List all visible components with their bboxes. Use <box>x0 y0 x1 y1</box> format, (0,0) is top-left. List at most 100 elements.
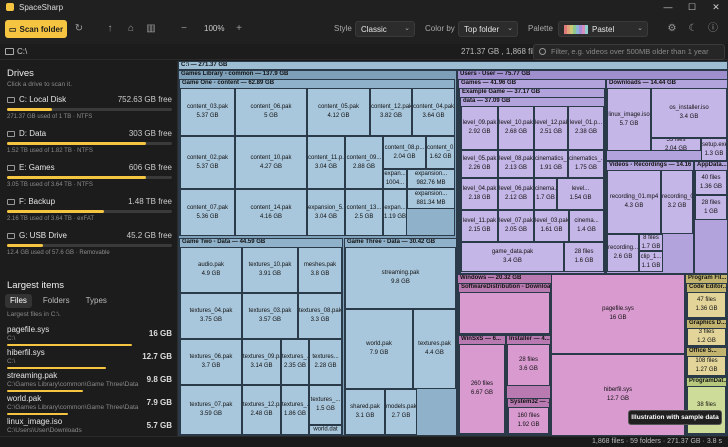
tab-files[interactable]: Files <box>5 294 32 308</box>
treemap-tile[interactable]: 47 files 1.36 GB <box>687 292 726 318</box>
treemap-tile[interactable]: content_04.pak 3.64 GB <box>412 88 455 136</box>
treemap-root[interactable]: C:\ — 271.37 GB <box>178 61 728 70</box>
treemap-tile[interactable]: streaming.pak 9.8 GB <box>345 247 456 309</box>
zoom-in-icon[interactable]: + <box>236 23 242 34</box>
treemap-tile[interactable]: audio.pak 4.9 GB <box>180 247 242 293</box>
sidebar-toggle-icon[interactable]: ▥ <box>146 23 156 34</box>
treemap-tile[interactable]: level_07.pak 2.05 GB <box>498 210 534 242</box>
home-icon[interactable]: ⌂ <box>127 23 135 34</box>
up-arrow-icon[interactable]: ↑ <box>107 23 113 34</box>
treemap-tile[interactable]: 53 files 2.04 GB <box>651 138 701 151</box>
treemap-tile[interactable]: textures_07.pak 3.59 GB <box>180 385 242 435</box>
treemap-tile[interactable]: 260 files 6.67 GB <box>459 344 505 434</box>
info-icon[interactable]: ⓘ <box>708 23 718 34</box>
treemap-tile[interactable]: level_08.pak 2.13 GB <box>498 150 534 178</box>
treemap-tile[interactable]: expansion... 881.34 MB <box>407 189 455 209</box>
drive-item[interactable]: F: Backup 1.48 TB free 2.16 TB used of 3… <box>7 197 172 227</box>
tab-folders[interactable]: Folders <box>42 296 70 305</box>
treemap-tile[interactable]: level_10.pak 2.68 GB <box>498 106 534 150</box>
treemap-tile[interactable]: content_12.pak 3.82 GB <box>370 88 412 136</box>
treemap-tile[interactable]: cinematics_... 1.75 GB <box>568 150 604 178</box>
treemap-tile[interactable]: expansion... 982.76 MB <box>407 169 455 189</box>
palette-select[interactable]: Pastel ⌄ <box>558 21 648 37</box>
treemap-tile[interactable]: content_01... 1.62 GB <box>426 136 455 169</box>
largest-file-item[interactable]: pagefile.sys C:\ 16 GB <box>7 325 172 348</box>
refresh-icon[interactable]: ↻ <box>74 23 84 34</box>
treemap-tile[interactable]: textures_03.pak 3.57 GB <box>242 293 298 339</box>
tab-types[interactable]: Types <box>85 296 107 305</box>
treemap-tile[interactable]: game_data.pak 3.4 GB <box>461 242 564 272</box>
close-icon[interactable]: ✕ <box>712 2 720 12</box>
treemap-tile[interactable]: textures_12.pak 2.48 GB <box>242 385 281 435</box>
treemap-tile[interactable]: level_05.pak 2.26 GB <box>461 150 498 178</box>
treemap-tile[interactable]: content_08.p... 2.04 GB <box>383 136 426 169</box>
treemap-tile[interactable]: models.pak 2.7 GB <box>385 389 417 435</box>
treemap-tile[interactable]: 108 files 1.27 GB <box>687 356 726 376</box>
treemap-tile[interactable]: recording... 2.6 GB <box>607 234 639 272</box>
theme-moon-icon[interactable]: ☾ <box>688 23 698 34</box>
scan-folder-button[interactable]: ▭ Scan folder <box>5 20 67 38</box>
treemap-tile[interactable]: 28 files 1.6 GB <box>564 242 604 272</box>
treemap-tile[interactable]: textures_... 1.5 GB <box>309 385 342 425</box>
treemap-tile[interactable]: expansion_5... 3.04 GB <box>307 189 345 236</box>
treemap-tile[interactable]: 8 files 1.7 GB <box>639 234 663 251</box>
treemap-tile[interactable]: world.pak 7.9 GB <box>345 309 413 389</box>
treemap-tile[interactable]: hiberfil.sys 12.7 GB <box>551 354 685 436</box>
treemap-tile[interactable]: cinema... 1.7 GB <box>534 178 557 210</box>
treemap-tile[interactable]: textures_06.pak 3.7 GB <box>180 339 242 385</box>
treemap-tile[interactable]: content_13... 2.5 GB <box>345 189 383 236</box>
treemap-tile[interactable]: textures... 2.28 GB <box>309 339 342 385</box>
drive-item[interactable]: G: USB Drive 45.2 GB free 12.4 GB used o… <box>7 231 172 261</box>
treemap-tile[interactable]: textures_... 1.86 GB <box>281 385 309 435</box>
treemap-tile[interactable]: pagefile.sys 16 GB <box>551 274 685 354</box>
zoom-out-icon[interactable]: − <box>181 23 187 34</box>
treemap-tile[interactable]: cinema... 1.4 GB <box>569 210 604 242</box>
treemap-tile[interactable]: content_07.pak 5.36 GB <box>180 189 235 236</box>
color-by-select[interactable]: Top folder ⌄ <box>458 21 518 37</box>
treemap-tile[interactable] <box>459 292 550 334</box>
treemap-tile[interactable]: content_10.pak 4.27 GB <box>235 136 307 189</box>
treemap-tile[interactable]: content_11.p... 3.04 GB <box>307 136 345 189</box>
treemap-tile[interactable]: 40 files 1.36 GB <box>695 170 727 195</box>
treemap-tile[interactable]: 28 files 3.6 GB <box>507 344 550 386</box>
treemap-tile[interactable]: level... 1.54 GB <box>557 178 604 210</box>
drive-item[interactable]: C: Local Disk 752.63 GB free 271.37 GB u… <box>7 95 172 125</box>
treemap-tile[interactable]: level_11.pak 2.15 GB <box>461 210 498 242</box>
treemap-tile[interactable]: content_14.pak 4.16 GB <box>235 189 307 236</box>
minimize-icon[interactable]: — <box>663 2 673 12</box>
treemap-tile[interactable]: 160 files 1.92 GB <box>508 407 549 434</box>
treemap-tile[interactable]: content_06.pak 5 GB <box>235 88 307 136</box>
drive-item[interactable]: D: Data 303 GB free 1.52 TB used of 1.82… <box>7 129 172 159</box>
style-select[interactable]: Classic ⌄ <box>355 21 415 37</box>
treemap-tile[interactable]: shared.pak 3.1 GB <box>345 389 385 435</box>
treemap-tile[interactable]: level_01.p... 2.38 GB <box>568 106 604 150</box>
treemap-tile[interactable]: textures_10.pak 3.91 GB <box>242 247 298 293</box>
treemap-tile[interactable]: recording_02... 3.2 GB <box>661 170 693 234</box>
treemap-tile[interactable]: expan... 1004... <box>383 169 407 189</box>
treemap-tile[interactable]: setup.exe 1.3 GB <box>701 138 727 161</box>
treemap-tile[interactable]: textures.pak 4.4 GB <box>413 309 456 389</box>
treemap-tile[interactable]: textures_... 2.35 GB <box>281 339 309 385</box>
treemap-tile[interactable]: expan... 1.19 GB <box>383 189 407 236</box>
treemap-tile[interactable]: content_05.pak 4.12 GB <box>307 88 370 136</box>
largest-file-item[interactable]: world.pak C:\Games Library\common\Game T… <box>7 394 172 417</box>
treemap-tile[interactable]: content_02.pak 5.37 GB <box>180 136 235 189</box>
treemap-tile[interactable]: os_installer.iso 3.4 GB <box>651 88 727 138</box>
treemap-tile[interactable]: cinematics_... 1.91 GB <box>534 150 568 178</box>
largest-file-item[interactable]: hiberfil.sys C:\ 12.7 GB <box>7 348 172 371</box>
treemap-tile[interactable]: level_09.pak 2.92 GB <box>461 106 498 150</box>
treemap-tile[interactable]: level_06.pak 2.12 GB <box>498 178 534 210</box>
treemap-tile[interactable]: content_09... 2.88 GB <box>345 136 383 189</box>
largest-file-item[interactable]: streaming.pak C:\Games Library\common\Ga… <box>7 371 172 394</box>
treemap-tile[interactable]: meshes.pak 3.8 GB <box>298 247 342 293</box>
treemap-tile[interactable]: textures_08.pak 3.3 GB <box>298 293 342 339</box>
treemap-tile[interactable]: level_04.pak 2.18 GB <box>461 178 498 210</box>
treemap-tile[interactable]: level_03.pak 1.61 GB <box>534 210 569 242</box>
treemap-tile[interactable]: recording_01.mp4 4.3 GB <box>607 170 661 234</box>
treemap-tile[interactable]: textures_04.pak 3.75 GB <box>180 293 242 339</box>
treemap-tile[interactable]: world.dat <box>309 425 342 435</box>
treemap-tile[interactable]: textures_09.pak 3.14 GB <box>242 339 281 385</box>
treemap-tile[interactable]: content_03.pak 5.37 GB <box>180 88 235 136</box>
treemap-tile[interactable]: clip_1... 1.1 GB <box>639 251 663 272</box>
filter-input[interactable]: Filter, e.g. videos over 500MB older tha… <box>533 44 725 60</box>
